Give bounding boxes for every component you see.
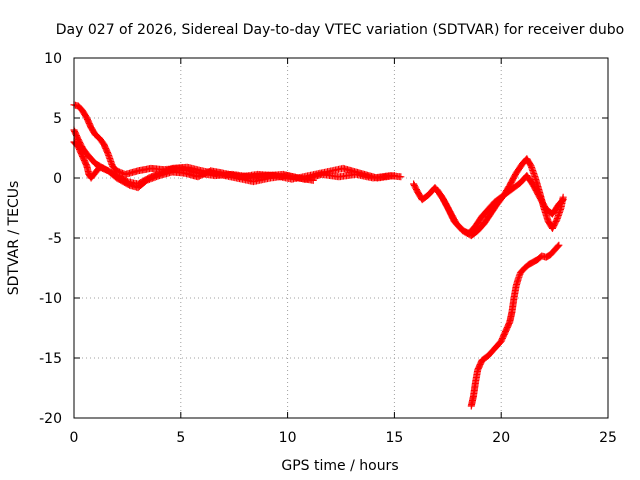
x-axis-label: GPS time / hours — [281, 458, 398, 474]
data-point — [559, 196, 567, 204]
data-point — [390, 172, 398, 180]
x-tick-label: 5 — [176, 430, 185, 446]
data-point — [558, 197, 566, 205]
grid-lines — [74, 58, 608, 418]
data-point — [554, 242, 562, 250]
axis-ticks: 0 5 10 15 20 25 -20 -15 -10 -5 0 5 10 — [39, 51, 617, 446]
series-early-arc-3 — [70, 138, 398, 192]
y-tick-label: -15 — [39, 351, 62, 367]
plot-frame — [73, 57, 609, 419]
x-tick-label: 10 — [279, 430, 297, 446]
chart-title: Day 027 of 2026, Sidereal Day-to-day VTE… — [56, 22, 624, 38]
y-tick-label: 0 — [53, 171, 62, 187]
series-late-arc-1 — [410, 155, 567, 240]
y-tick-label: -20 — [39, 411, 62, 427]
data-point — [555, 241, 563, 249]
x-tick-label: 0 — [70, 430, 79, 446]
x-tick-label: 15 — [385, 430, 403, 446]
y-tick-label: 10 — [44, 51, 62, 67]
series-late-arc-2 — [433, 172, 567, 237]
y-axis-label: SDTVAR / TECUs — [6, 181, 22, 296]
x-tick-label: 20 — [492, 430, 510, 446]
y-tick-label: -10 — [39, 291, 62, 307]
series-late-arc-3 — [467, 241, 563, 410]
y-tick-label: 5 — [53, 111, 62, 127]
data-point — [397, 173, 405, 181]
x-tick-label: 25 — [599, 430, 617, 446]
y-tick-label: -5 — [48, 231, 62, 247]
data-points — [70, 101, 567, 410]
